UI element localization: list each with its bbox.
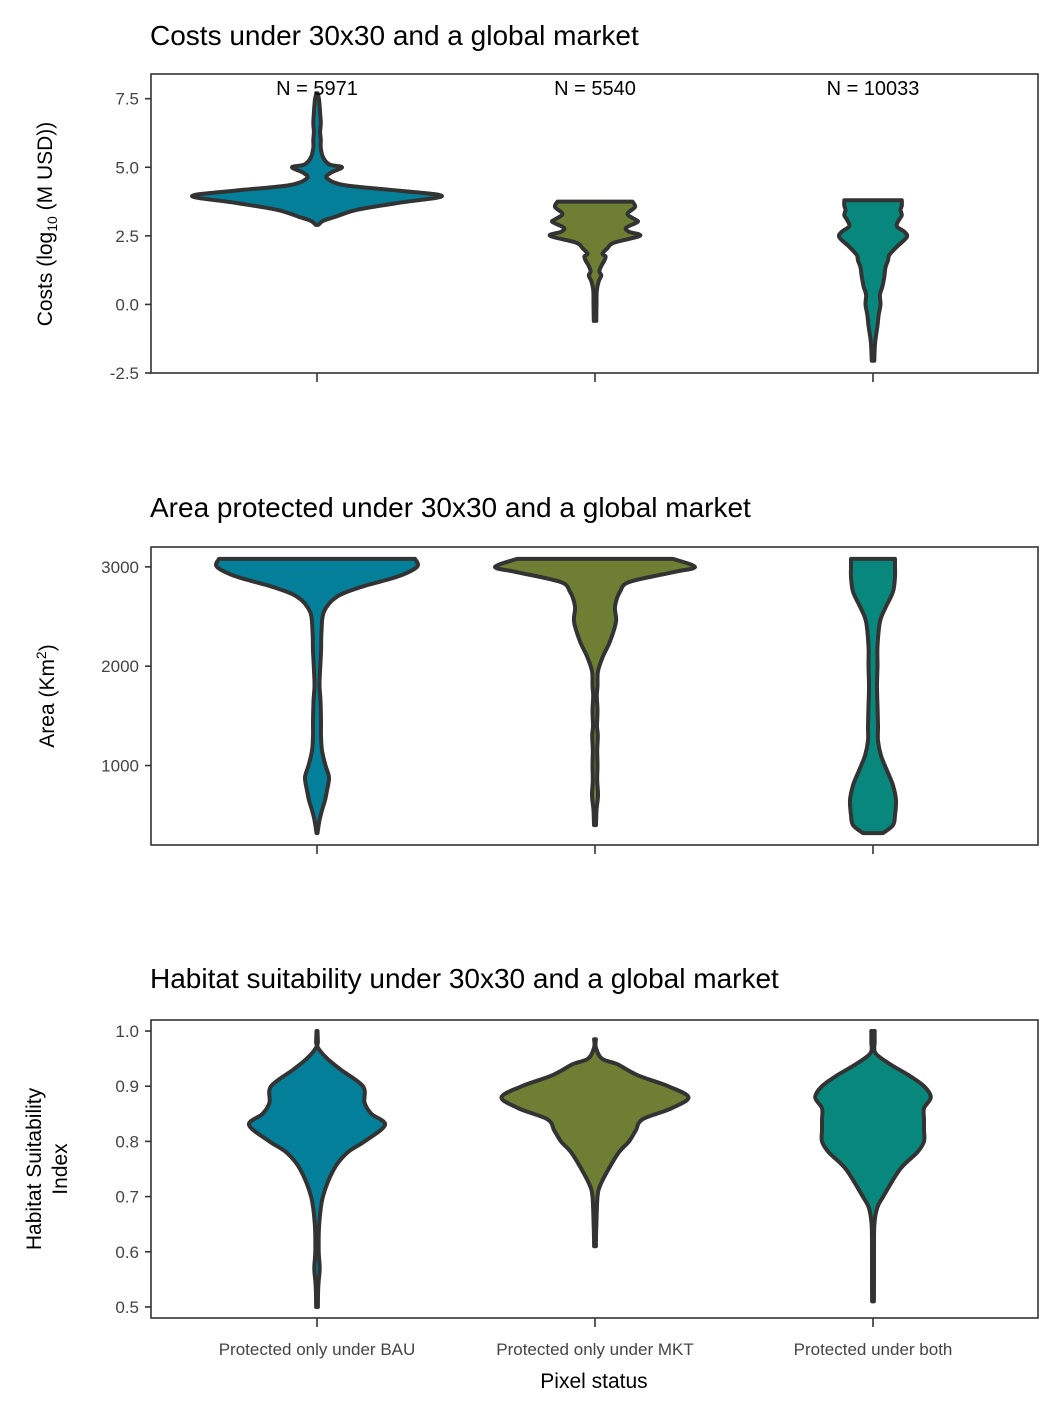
costs-y-axis: -2.5 0.0 2.5 5.0 7.5 [110, 90, 151, 383]
y-tick-label: 2.5 [115, 227, 139, 246]
habitat-y-axis-label-line2: Index [49, 1143, 72, 1195]
n-count-label: N = 10033 [827, 78, 920, 100]
area-y-axis: 1000 2000 3000 [101, 558, 151, 776]
costs-title: Costs under 30x30 and a global market [150, 20, 639, 51]
violin-3 [836, 198, 910, 363]
area-violins [214, 556, 899, 836]
violin-2 [547, 199, 643, 323]
habitat-x-tick-labels: Protected only under BAU Protected only u… [219, 1340, 953, 1359]
y-tick-label: 7.5 [115, 90, 139, 109]
violin-1 [247, 1029, 387, 1309]
area-title: Area protected under 30x30 and a global … [150, 492, 751, 523]
habitat-y-axis-label: Habitat Suitability [23, 1087, 46, 1250]
habitat-title: Habitat suitability under 30x30 and a gl… [150, 963, 779, 994]
y-tick-label: 1000 [101, 757, 139, 776]
y-tick-label: 3000 [101, 558, 139, 577]
habitat-y-axis: 0.5 0.6 0.7 0.8 0.9 1.0 [115, 1022, 151, 1317]
y-tick-label: 0.9 [115, 1077, 139, 1096]
costs-x-ticks [316, 373, 874, 382]
violin-3 [813, 1029, 933, 1304]
violin-3 [847, 556, 899, 836]
x-axis-label: Pixel status [540, 1370, 647, 1393]
costs-panel: Costs under 30x30 and a global market -2… [34, 20, 1039, 383]
y-tick-label: 5.0 [115, 158, 139, 177]
y-tick-label: 0.0 [115, 295, 139, 314]
habitat-panel: Habitat suitability under 30x30 and a gl… [23, 963, 1039, 1393]
area-panel: Area protected under 30x30 and a global … [33, 492, 1039, 854]
area-x-ticks [316, 845, 874, 854]
violin-1 [190, 91, 444, 227]
habitat-violins [247, 1029, 933, 1309]
x-tick-label: Protected under both [794, 1340, 953, 1359]
n-count-label: N = 5971 [276, 78, 358, 100]
violin-1 [214, 556, 420, 836]
y-tick-label: 0.5 [115, 1298, 139, 1317]
y-tick-label: 0.8 [115, 1132, 139, 1151]
violin-2 [493, 556, 697, 828]
n-count-label: N = 5540 [554, 78, 636, 100]
y-tick-label: 1.0 [115, 1022, 139, 1041]
habitat-x-ticks [316, 1318, 874, 1327]
y-tick-label: 0.6 [115, 1243, 139, 1262]
x-tick-label: Protected only under BAU [219, 1340, 416, 1359]
costs-n-labels: N = 5971 N = 5540 N = 10033 [276, 78, 919, 100]
area-y-axis-label: Area (Km2) [33, 644, 59, 747]
violin-2 [499, 1037, 691, 1249]
x-tick-label: Protected only under MKT [496, 1340, 693, 1359]
costs-y-axis-label: Costs (log10 (M USD)) [34, 122, 60, 327]
y-tick-label: 2000 [101, 657, 139, 676]
y-tick-label: 0.7 [115, 1188, 139, 1207]
costs-violins [190, 91, 910, 363]
y-tick-label: -2.5 [110, 364, 139, 383]
